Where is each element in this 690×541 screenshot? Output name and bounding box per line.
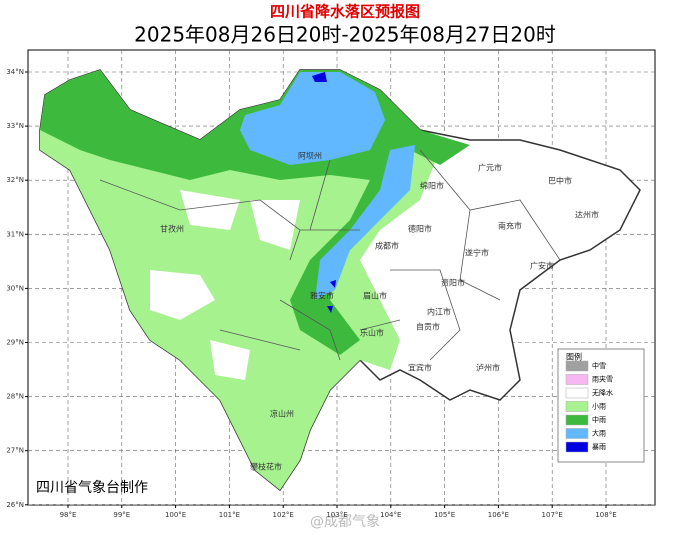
- lat-label: 34°N: [6, 68, 24, 76]
- legend-label: 小雨: [592, 402, 606, 411]
- lon-label: 102°E: [273, 511, 294, 519]
- lat-label: 32°N: [6, 176, 24, 184]
- legend-label: 雨夹雪: [592, 375, 613, 384]
- lon-label: 100°E: [165, 511, 186, 519]
- subtitle: 2025年08月26日20时-2025年08月27日20时: [134, 23, 556, 47]
- legend-swatch: [565, 374, 589, 385]
- city-label: 甘孜州: [160, 224, 184, 234]
- lat-label: 29°N: [6, 339, 24, 347]
- legend-title: 图例: [566, 352, 582, 362]
- city-label: 南充市: [498, 221, 522, 231]
- legend-swatch: [565, 360, 589, 372]
- legend-swatch: [565, 401, 589, 412]
- lon-label: 104°E: [380, 511, 401, 519]
- legend-swatch: [565, 441, 589, 453]
- city-label: 雅安市: [310, 291, 334, 301]
- legend-swatch: [565, 414, 589, 426]
- lon-label: 106°E: [488, 511, 509, 519]
- lat-label: 30°N: [6, 284, 24, 292]
- city-label: 自贡市: [416, 322, 440, 332]
- city-label: 攀枝花市: [250, 462, 282, 472]
- city-label: 凉山州: [270, 409, 294, 419]
- legend-swatch: [565, 387, 589, 399]
- no-rain-area: [150, 190, 300, 380]
- legend-swatch: [565, 428, 589, 439]
- credit: 四川省气象台制作: [36, 480, 148, 496]
- legend-label: 中雨: [592, 415, 606, 424]
- city-label: 广元市: [478, 163, 502, 173]
- city-label: 泸州市: [476, 363, 500, 373]
- lon-label: 107°E: [542, 511, 563, 519]
- legend-label: 大雨: [592, 429, 606, 438]
- lon-label: 98°E: [60, 511, 77, 519]
- city-label: 达州市: [575, 210, 599, 220]
- legend-label: 中雪: [592, 361, 606, 370]
- lon-label: 99°E: [113, 511, 130, 519]
- lon-label: 103°E: [326, 511, 347, 519]
- city-label: 遂宁市: [465, 248, 489, 258]
- city-label: 内江市: [427, 307, 451, 317]
- city-label: 成都市: [375, 241, 399, 251]
- legend-label: 无降水: [592, 388, 613, 397]
- heavy-rain-area: [240, 72, 415, 300]
- city-label: 德阳市: [408, 224, 432, 234]
- lat-label: 33°N: [6, 122, 24, 130]
- borders: [99, 149, 561, 361]
- lat-label: 31°N: [6, 230, 24, 238]
- lon-label: 108°E: [595, 511, 616, 519]
- city-label: 广安市: [530, 261, 554, 271]
- lat-label: 26°N: [6, 501, 24, 509]
- lat-label: 28°N: [6, 393, 24, 401]
- title: 四川省降水落区预报图: [270, 3, 420, 21]
- lon-label: 101°E: [219, 511, 240, 519]
- legend-label: 暴雨: [592, 443, 606, 451]
- city-label: 巴中市: [548, 176, 572, 186]
- city-label: 眉山市: [363, 291, 387, 301]
- city-label: 宜宾市: [408, 363, 432, 373]
- city-label: 阿坝州: [298, 152, 322, 161]
- city-labels: 阿坝州 甘孜州 广元市 巴中市 绵阳市 达州市 南充市 德阳市 成都市 广安市 …: [160, 152, 599, 472]
- city-label: 乐山市: [360, 328, 384, 338]
- lat-label: 27°N: [6, 447, 24, 455]
- lon-label: 105°E: [434, 511, 455, 519]
- watermark: @成都气象: [310, 514, 380, 530]
- city-label: 资阳市: [441, 278, 465, 288]
- city-label: 绵阳市: [420, 181, 444, 191]
